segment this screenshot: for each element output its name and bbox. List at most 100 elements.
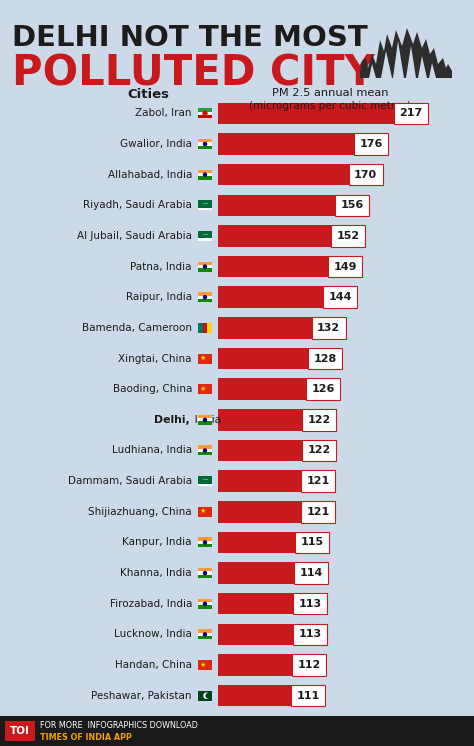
Bar <box>198 262 212 265</box>
Bar <box>198 633 212 636</box>
Text: 122: 122 <box>308 415 331 424</box>
Bar <box>198 568 212 571</box>
Bar <box>198 354 212 363</box>
Text: TOI: TOI <box>10 726 30 736</box>
Bar <box>198 449 212 452</box>
Bar <box>198 636 212 639</box>
Bar <box>292 654 327 676</box>
Bar <box>218 409 336 430</box>
Bar <box>201 691 212 700</box>
Circle shape <box>203 571 207 574</box>
Circle shape <box>203 419 207 421</box>
Bar <box>301 471 335 492</box>
Text: Baoding, China: Baoding, China <box>113 384 192 394</box>
Bar <box>218 593 328 615</box>
Text: Cities: Cities <box>127 88 169 101</box>
Text: Khanna, India: Khanna, India <box>120 568 192 578</box>
Text: Handan, China: Handan, China <box>115 660 192 670</box>
Text: Gwalior, India: Gwalior, India <box>120 139 192 149</box>
Bar <box>295 532 329 553</box>
Text: Bamenda, Cameroon: Bamenda, Cameroon <box>82 323 192 333</box>
Bar <box>5 721 35 741</box>
Text: 176: 176 <box>360 139 383 149</box>
Text: 114: 114 <box>300 568 323 578</box>
Circle shape <box>203 142 207 145</box>
Bar <box>302 409 336 430</box>
Bar <box>394 103 428 124</box>
Text: India: India <box>191 415 221 424</box>
Bar <box>198 421 212 424</box>
Text: (micrograms per cubic metres): (micrograms per cubic metres) <box>249 101 411 111</box>
Bar <box>198 445 212 449</box>
Text: Delhi,: Delhi, <box>154 415 190 424</box>
Text: Peshawar, Pakistan: Peshawar, Pakistan <box>91 691 192 700</box>
Polygon shape <box>369 64 376 78</box>
Text: Firozabad, India: Firozabad, India <box>109 599 192 609</box>
Circle shape <box>203 111 207 116</box>
Bar <box>218 286 357 308</box>
Text: 126: 126 <box>311 384 335 394</box>
Text: 128: 128 <box>313 354 337 363</box>
Bar <box>198 269 212 272</box>
Bar <box>198 384 212 394</box>
Bar <box>355 134 388 154</box>
Circle shape <box>203 173 207 176</box>
Bar <box>218 624 328 645</box>
Text: 132: 132 <box>317 323 340 333</box>
Text: 217: 217 <box>400 108 423 119</box>
Bar <box>198 476 212 486</box>
Bar <box>198 112 212 115</box>
Text: —: — <box>202 201 208 207</box>
Text: ★: ★ <box>200 355 206 361</box>
Bar <box>218 317 346 339</box>
Bar <box>218 471 335 492</box>
Text: Xingtai, China: Xingtai, China <box>118 354 192 363</box>
Text: Ludhiana, India: Ludhiana, India <box>112 445 192 456</box>
Text: TIMES OF INDIA APP: TIMES OF INDIA APP <box>40 733 132 742</box>
Bar <box>218 134 388 154</box>
Bar <box>218 164 383 185</box>
Bar <box>198 544 212 548</box>
Circle shape <box>203 265 207 268</box>
Bar <box>198 176 212 180</box>
Bar <box>198 142 212 145</box>
Polygon shape <box>381 51 392 78</box>
Bar <box>312 317 346 339</box>
Bar <box>198 571 212 574</box>
Bar <box>198 208 212 210</box>
Bar <box>218 562 328 584</box>
Bar <box>203 323 207 333</box>
Bar <box>218 225 365 247</box>
Bar <box>198 691 201 700</box>
Text: Shijiazhuang, China: Shijiazhuang, China <box>88 507 192 517</box>
Bar <box>198 415 212 419</box>
Bar <box>198 599 212 602</box>
Circle shape <box>203 449 207 452</box>
Bar <box>218 532 329 553</box>
Circle shape <box>203 295 207 298</box>
Bar <box>198 630 212 633</box>
Bar <box>198 323 203 333</box>
Polygon shape <box>418 56 427 78</box>
Bar <box>218 348 342 369</box>
Text: 149: 149 <box>333 262 357 272</box>
Text: DELHI NOT THE MOST: DELHI NOT THE MOST <box>12 24 368 52</box>
Bar <box>198 419 212 421</box>
Bar <box>198 169 212 173</box>
Bar <box>293 624 328 645</box>
Text: Patna, India: Patna, India <box>130 262 192 272</box>
Text: 113: 113 <box>299 599 322 609</box>
Text: Kanpur, India: Kanpur, India <box>122 537 192 548</box>
Bar <box>348 164 383 185</box>
Text: ★: ★ <box>200 662 206 668</box>
Text: 122: 122 <box>308 445 331 456</box>
Polygon shape <box>429 63 436 78</box>
Bar <box>218 256 362 278</box>
Text: Allahabad, India: Allahabad, India <box>108 169 192 180</box>
Bar <box>294 562 328 584</box>
Text: Riyadh, Saudi Arabia: Riyadh, Saudi Arabia <box>83 200 192 210</box>
Bar <box>198 200 212 210</box>
Text: —: — <box>202 477 208 483</box>
Circle shape <box>204 693 209 698</box>
Bar <box>335 195 369 216</box>
